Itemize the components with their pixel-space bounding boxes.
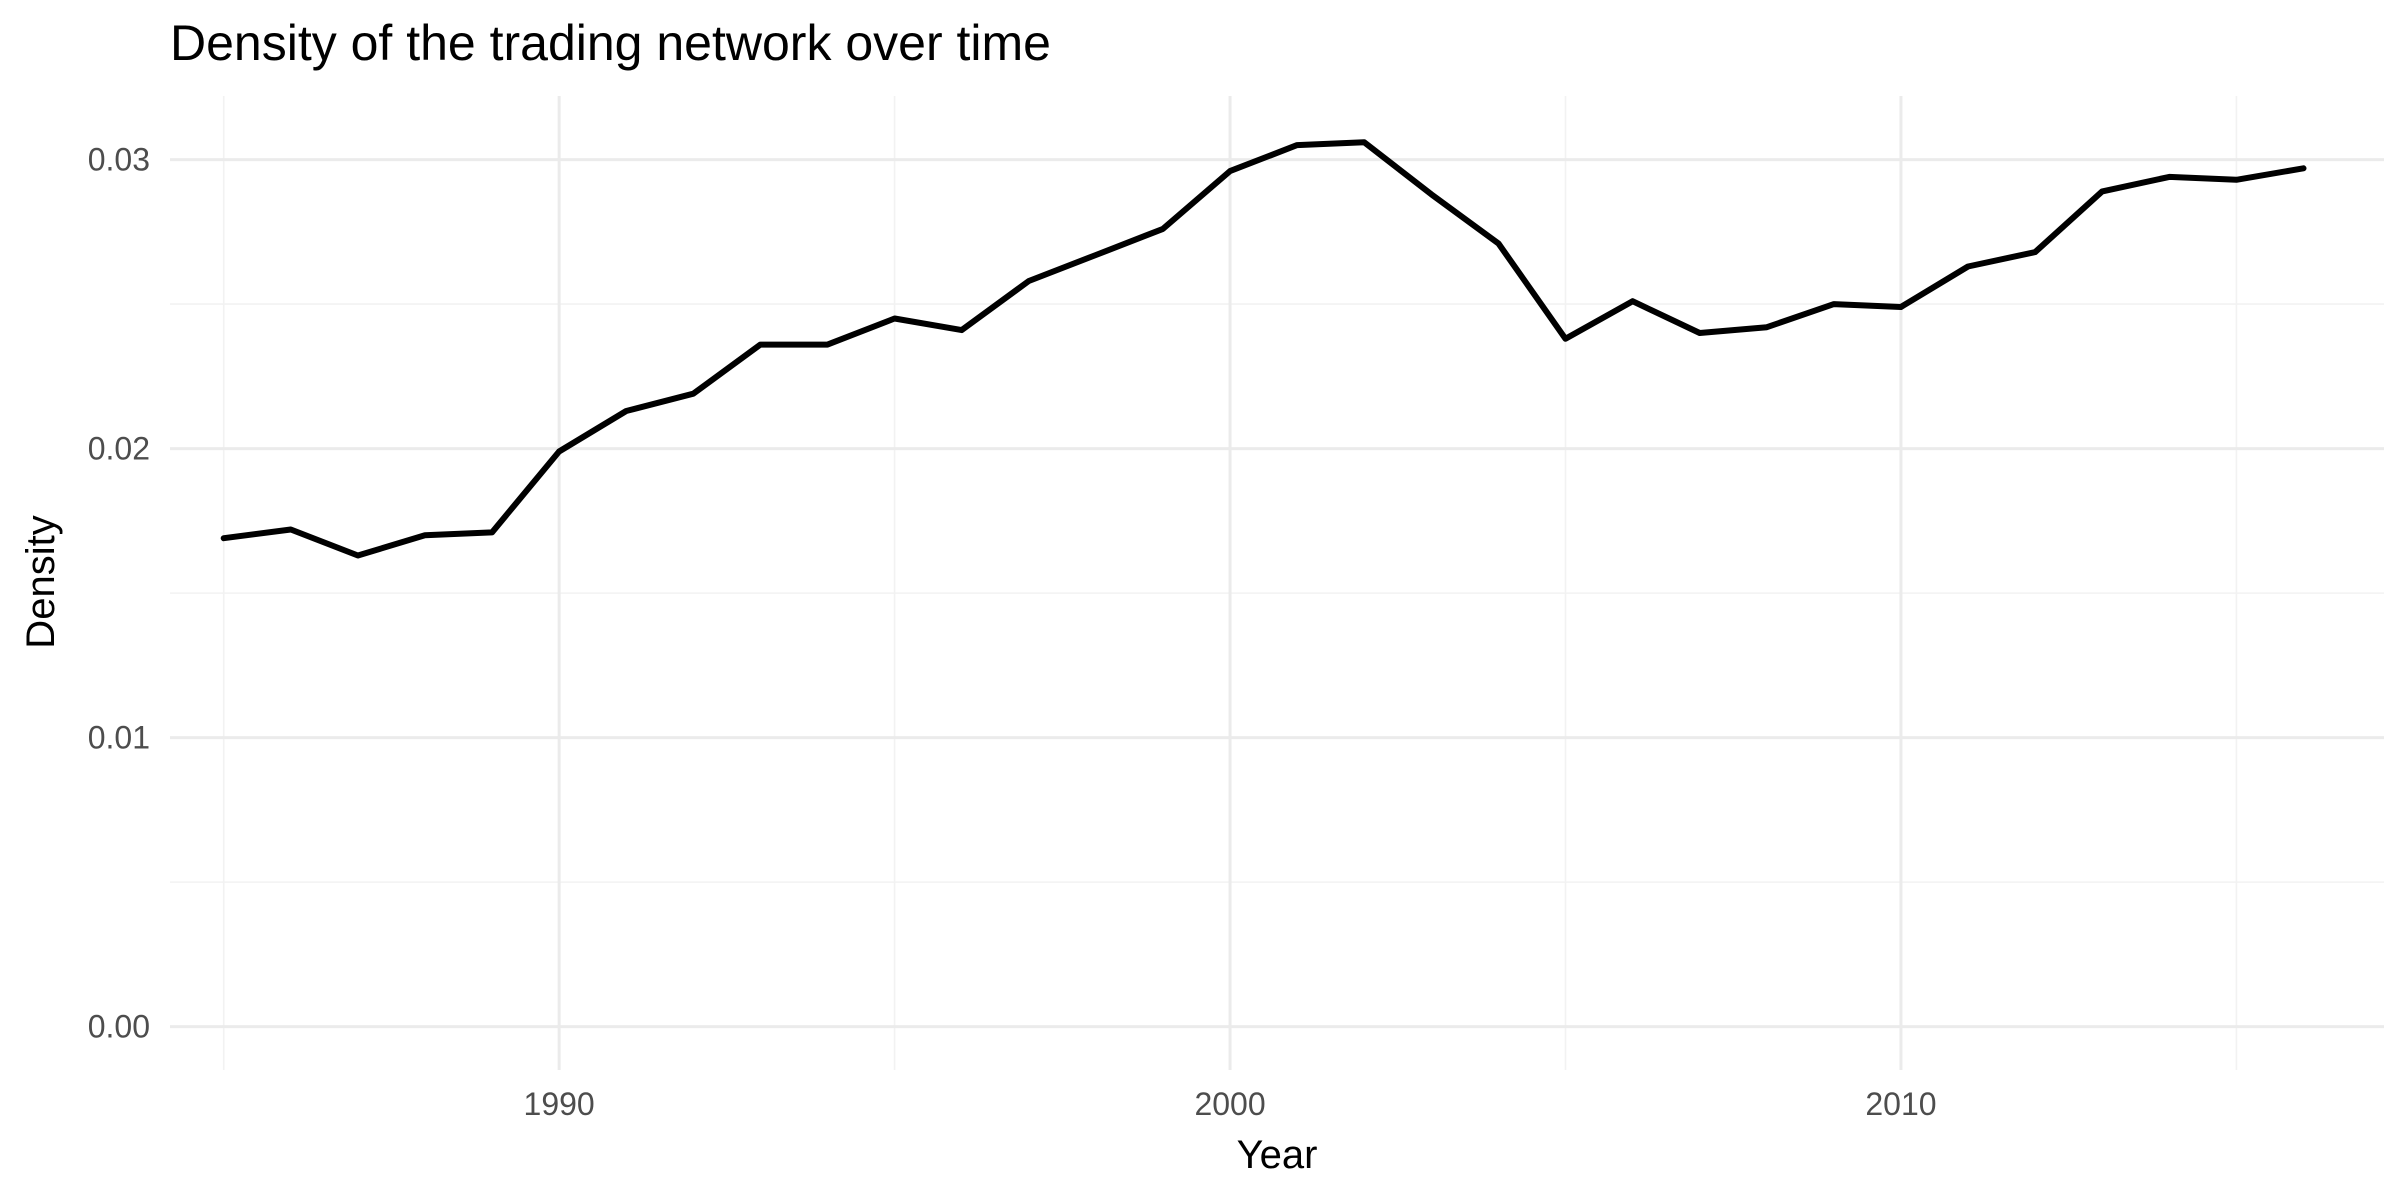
y-axis-tick-labels: 0.00 0.01 0.02 0.03 — [88, 142, 150, 1045]
x-tick-label: 2010 — [1865, 1086, 1936, 1122]
x-axis-tick-labels: 1990 2000 2010 — [524, 1086, 1937, 1122]
series-line-density — [220, 139, 2307, 559]
major-gridlines — [170, 96, 2384, 1070]
y-tick-label: 0.03 — [88, 142, 150, 178]
y-tick-label: 0.01 — [88, 720, 150, 756]
minor-gridlines — [170, 96, 2384, 1070]
x-tick-label: 1990 — [524, 1086, 595, 1122]
y-axis-title: Density — [19, 515, 63, 648]
y-tick-label: 0.02 — [88, 431, 150, 467]
x-axis-title: Year — [1237, 1133, 1318, 1177]
y-tick-label: 0.00 — [88, 1009, 150, 1045]
x-tick-label: 2000 — [1194, 1086, 1265, 1122]
chart-title: Density of the trading network over time — [170, 15, 1051, 71]
series-layer — [220, 139, 2307, 559]
